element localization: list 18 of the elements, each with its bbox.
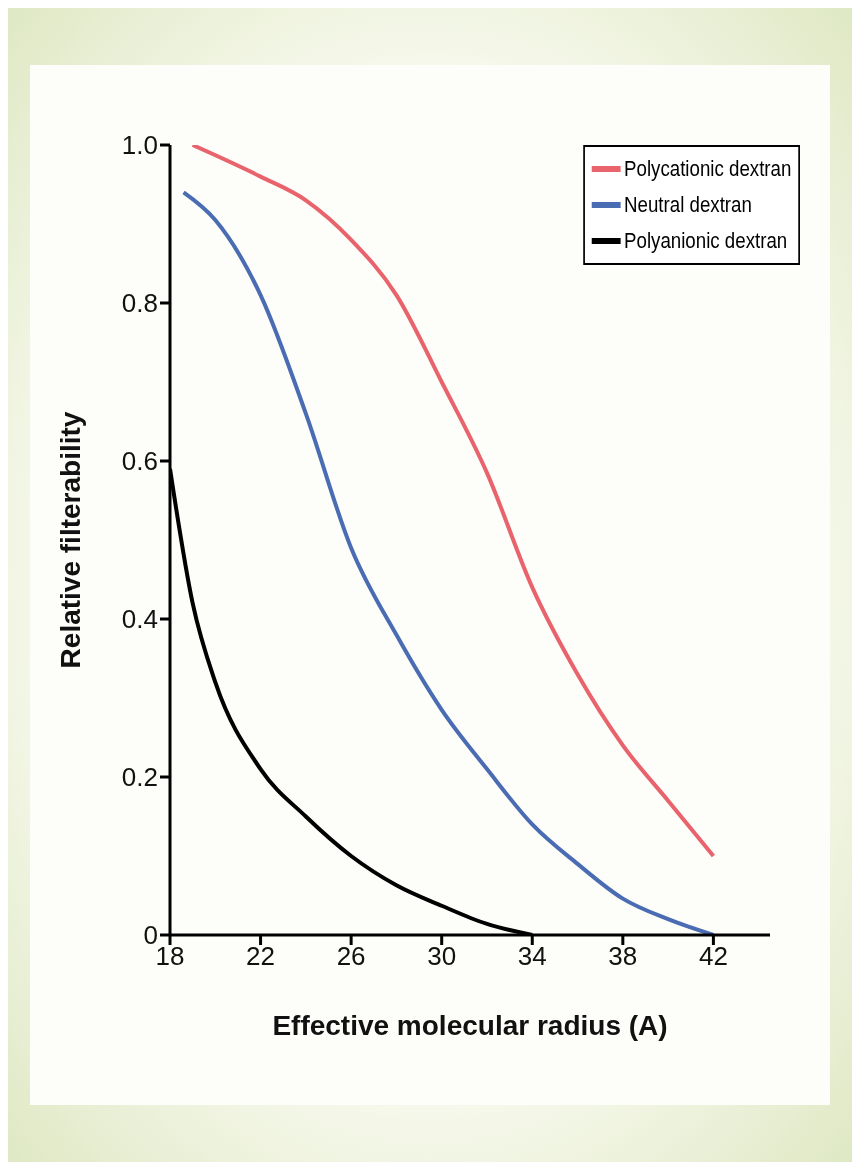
y-tick-label: 0.2 [121, 762, 158, 793]
x-tick-label: 18 [155, 941, 185, 972]
legend-label: Neutral dextran [624, 192, 752, 218]
x-tick-label: 30 [427, 941, 457, 972]
y-tick-label: 1.0 [121, 130, 158, 161]
x-tick-label: 22 [246, 941, 276, 972]
x-tick-label: 42 [698, 941, 728, 972]
x-tick-label: 26 [336, 941, 366, 972]
y-tick-label: 0.8 [121, 288, 158, 319]
legend-label: Polyanionic dextran [624, 228, 788, 254]
y-tick-label: 0.4 [121, 604, 158, 635]
y-tick-label: 0.6 [121, 446, 158, 477]
x-tick-label: 38 [608, 941, 638, 972]
legend-label: Polycationic dextran [624, 156, 792, 182]
y-tick-label: 0 [143, 920, 158, 951]
y-axis-title: Relative filterability [54, 411, 86, 669]
x-tick-label: 34 [517, 941, 547, 972]
x-axis-title: Effective molecular radius (A) [272, 1010, 668, 1041]
